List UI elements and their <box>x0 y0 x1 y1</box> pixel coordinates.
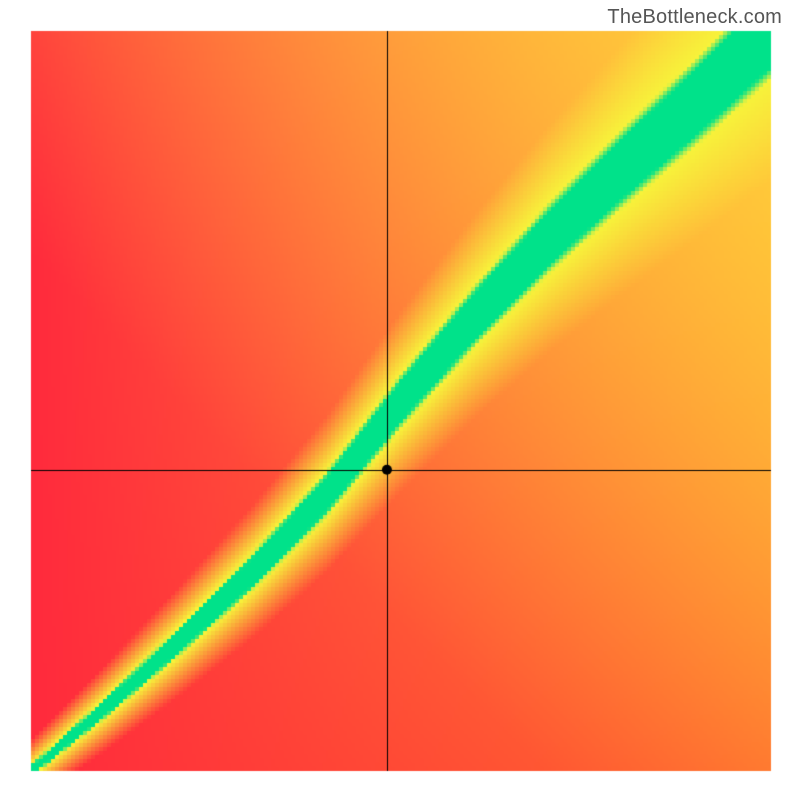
watermark-text: TheBottleneck.com <box>607 6 782 29</box>
chart-container: TheBottleneck.com <box>0 0 800 800</box>
heatmap-canvas <box>0 0 800 800</box>
